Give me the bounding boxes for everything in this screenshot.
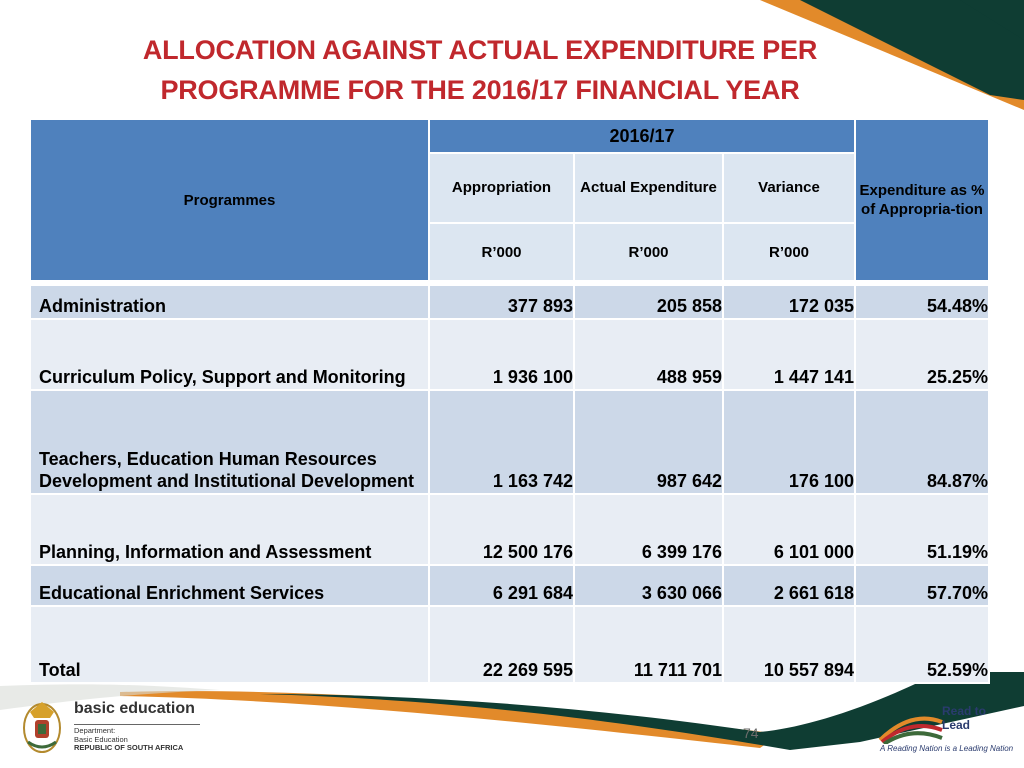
pct-value: 84.87% bbox=[854, 389, 990, 495]
variance-value: 176 100 bbox=[722, 389, 856, 495]
pct-value: 57.70% bbox=[854, 564, 990, 607]
programme-name: Planning, Information and Assessment bbox=[29, 493, 430, 566]
logo-line-3: REPUBLIC OF SOUTH AFRICA bbox=[74, 743, 184, 752]
actual-value: 3 630 066 bbox=[573, 564, 724, 607]
table-row: Administration 377 893 205 858 172 035 5… bbox=[29, 284, 990, 320]
programme-name: Curriculum Policy, Support and Monitorin… bbox=[29, 318, 430, 391]
variance-value: 1 447 141 bbox=[722, 318, 856, 391]
programme-name: Educational Enrichment Services bbox=[29, 564, 430, 607]
actual-value: 11 711 701 bbox=[573, 605, 724, 684]
pct-value: 51.19% bbox=[854, 493, 990, 566]
read-to-lead-logo: Read to Lead A Reading Nation is a Leadi… bbox=[876, 700, 1016, 760]
actual-value: 6 399 176 bbox=[573, 493, 724, 566]
variance-value: 6 101 000 bbox=[722, 493, 856, 566]
appropriation-value: 22 269 595 bbox=[428, 605, 575, 684]
read-to-lead-title: Read to Lead bbox=[942, 704, 987, 732]
logo-divider bbox=[74, 724, 200, 725]
appropriation-value: 1 936 100 bbox=[428, 318, 575, 391]
actual-value: 205 858 bbox=[573, 284, 724, 320]
logo-name: basic education bbox=[74, 700, 195, 717]
table-row: Teachers, Education Human Resources Deve… bbox=[29, 389, 990, 495]
unit-actual: R’000 bbox=[573, 222, 724, 282]
book-arc-icon bbox=[878, 716, 943, 744]
unit-variance: R’000 bbox=[722, 222, 856, 282]
unit-appropriation: R’000 bbox=[428, 222, 575, 282]
title-line-1: ALLOCATION AGAINST ACTUAL EXPENDITURE PE… bbox=[142, 35, 818, 65]
table-row: Curriculum Policy, Support and Monitorin… bbox=[29, 318, 990, 391]
basic-education-logo: basic education Department: Basic Educat… bbox=[20, 698, 200, 758]
table-row: Planning, Information and Assessment 12 … bbox=[29, 493, 990, 566]
appropriation-value: 6 291 684 bbox=[428, 564, 575, 607]
read-to-lead-tagline: A Reading Nation is a Leading Nation bbox=[880, 744, 1014, 753]
header-actual-expenditure: Actual Expenditure bbox=[573, 152, 724, 224]
programme-name: Teachers, Education Human Resources Deve… bbox=[29, 389, 430, 495]
actual-value: 987 642 bbox=[573, 389, 724, 495]
programme-name: Total bbox=[29, 605, 430, 684]
slide-title: ALLOCATION AGAINST ACTUAL EXPENDITURE PE… bbox=[100, 30, 860, 110]
table-row: Educational Enrichment Services 6 291 68… bbox=[29, 564, 990, 607]
table-row-total: Total 22 269 595 11 711 701 10 557 894 5… bbox=[29, 605, 990, 684]
pct-value: 54.48% bbox=[854, 284, 990, 320]
variance-value: 10 557 894 bbox=[722, 605, 856, 684]
logo-line-2: Basic Education bbox=[74, 734, 128, 744]
title-line-2: PROGRAMME FOR THE 2016/17 FINANCIAL YEAR bbox=[160, 75, 800, 105]
variance-value: 172 035 bbox=[722, 284, 856, 320]
actual-value: 488 959 bbox=[573, 318, 724, 391]
logo-line-1: Department: bbox=[74, 726, 116, 735]
header-appropriation: Appropriation bbox=[428, 152, 575, 224]
coat-of-arms-icon bbox=[23, 702, 61, 753]
appropriation-value: 1 163 742 bbox=[428, 389, 575, 495]
variance-value: 2 661 618 bbox=[722, 564, 856, 607]
page-number: 74 bbox=[743, 725, 759, 741]
expenditure-table: Programmes 2016/17 Expenditure as % of A… bbox=[29, 118, 990, 684]
header-expenditure-pct: Expenditure as % of Appropria-tion bbox=[854, 118, 990, 282]
appropriation-value: 377 893 bbox=[428, 284, 575, 320]
header-programmes: Programmes bbox=[29, 118, 430, 282]
pct-value: 52.59% bbox=[854, 605, 990, 684]
pct-value: 25.25% bbox=[854, 318, 990, 391]
programme-name: Administration bbox=[29, 284, 430, 320]
appropriation-value: 12 500 176 bbox=[428, 493, 575, 566]
logo-department: Department: Basic Education REPUBLIC OF … bbox=[74, 726, 184, 753]
header-year: 2016/17 bbox=[428, 118, 856, 154]
header-variance: Variance bbox=[722, 152, 856, 224]
